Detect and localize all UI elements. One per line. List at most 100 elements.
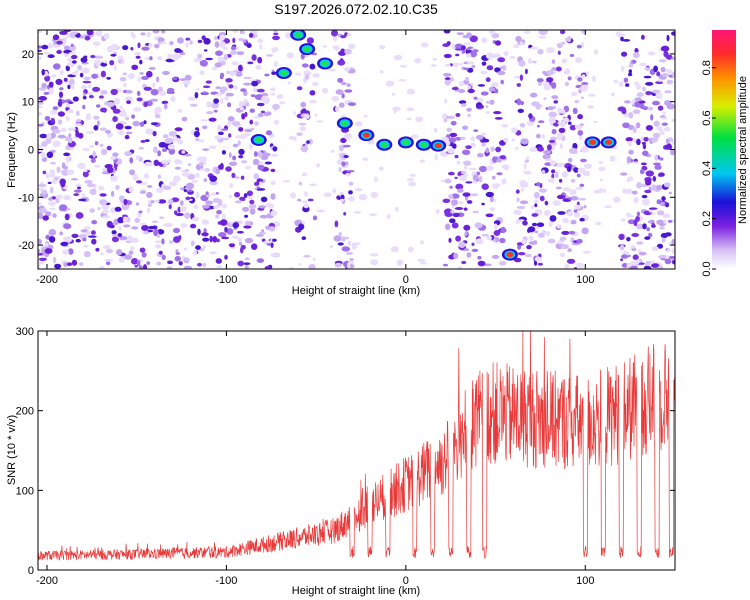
spectrogram-cell bbox=[455, 113, 461, 117]
spectrogram-cell bbox=[472, 174, 479, 181]
spectrogram-cell bbox=[115, 123, 124, 130]
spectrogram-cell bbox=[309, 183, 317, 187]
spectrogram-cell bbox=[131, 64, 139, 71]
spectrogram-cell bbox=[448, 171, 455, 176]
spectrogram-cell bbox=[432, 57, 437, 61]
spectrogram-cell bbox=[654, 164, 662, 170]
spectrogram-cell bbox=[143, 264, 147, 269]
spectrogram-cell bbox=[224, 95, 229, 101]
spectrogram-cell bbox=[557, 211, 566, 215]
spectrogram-cell bbox=[163, 185, 172, 190]
spectrogram-cell bbox=[561, 171, 569, 178]
spectrogram-cell bbox=[202, 245, 207, 249]
spectrogram-cell bbox=[231, 172, 236, 178]
spectrogram-cell bbox=[298, 223, 305, 231]
spectrogram-cell bbox=[569, 189, 577, 196]
spectrogram-cell bbox=[331, 30, 338, 37]
spectrogram-cell bbox=[470, 136, 475, 142]
spectrogram-cell bbox=[146, 207, 151, 214]
spectrogram-cell bbox=[185, 182, 195, 190]
spectrogram-cell bbox=[651, 246, 659, 252]
spectrogram-cell bbox=[96, 120, 100, 127]
spectrogram-cell bbox=[621, 254, 628, 259]
spectrogram-cell bbox=[657, 79, 663, 82]
spectrogram-cell bbox=[466, 200, 473, 204]
spectrogram-cell bbox=[225, 78, 233, 83]
spectrogram-cell bbox=[672, 71, 675, 78]
spectrogram-cell bbox=[285, 32, 292, 39]
spectrogram-cell bbox=[609, 155, 616, 162]
spectrogram-cell bbox=[248, 203, 257, 210]
spectrogram-cell bbox=[627, 140, 632, 147]
spectrogram-cell bbox=[337, 77, 344, 83]
spectrogram-cell bbox=[663, 50, 669, 58]
spectrogram-cell bbox=[465, 181, 473, 184]
spectrogram-cell bbox=[626, 156, 632, 164]
spectrogram-cell bbox=[181, 116, 188, 122]
spectrogram-cell bbox=[395, 206, 399, 212]
spectrogram-cell bbox=[213, 204, 221, 209]
spectrogram-cell bbox=[553, 100, 559, 104]
spectrogram-cell bbox=[558, 178, 563, 183]
spectrogram-cell bbox=[519, 74, 524, 81]
spectrogram-cell bbox=[599, 187, 603, 194]
spectrogram-cell bbox=[112, 236, 118, 242]
spectrogram-cell bbox=[567, 76, 572, 81]
spectrogram-cell bbox=[91, 73, 98, 79]
spectrogram-cell bbox=[94, 141, 99, 146]
spectrogram-cell bbox=[57, 111, 65, 117]
spectrogram-cell bbox=[105, 248, 114, 254]
spectrogram-cell bbox=[156, 261, 162, 266]
spectrogram-cell bbox=[568, 157, 573, 163]
spectrogram-cell bbox=[99, 199, 108, 206]
spectrogram-cell bbox=[559, 236, 567, 241]
spectrogram-cell bbox=[406, 178, 414, 182]
spectrogram-x-tick-label: -100 bbox=[215, 274, 237, 286]
spectrogram-y-ticks: -20 -10 0 10 20 bbox=[18, 49, 675, 252]
spectrogram-cell bbox=[242, 39, 247, 43]
spectrogram-cell bbox=[99, 265, 105, 269]
spectrogram-cell bbox=[103, 33, 110, 40]
spectrogram-cell bbox=[420, 240, 424, 245]
spectrogram-cell bbox=[538, 35, 547, 39]
spectrogram-cell bbox=[407, 246, 414, 253]
spectrogram-cell bbox=[301, 236, 307, 241]
spectrogram-cell bbox=[154, 43, 160, 49]
spectrogram-cell bbox=[347, 240, 352, 246]
spectrogram-cell bbox=[248, 143, 254, 150]
spectrogram-cell bbox=[647, 106, 654, 111]
spectrogram-cell bbox=[661, 117, 668, 120]
spectrogram-cell bbox=[213, 98, 220, 104]
snr-y-tick-label: 200 bbox=[16, 406, 34, 418]
spectrogram-cell bbox=[181, 150, 186, 154]
snr-series-line bbox=[38, 331, 675, 561]
spectrogram-cell bbox=[63, 195, 72, 201]
spectrogram-cell bbox=[448, 115, 455, 120]
spectrogram-cell bbox=[139, 59, 143, 65]
spectrogram-cell bbox=[393, 108, 397, 114]
spectrogram-cell bbox=[238, 155, 244, 159]
spectrogram-cell bbox=[348, 43, 356, 49]
spectrogram-cell bbox=[130, 246, 135, 251]
spectrogram-cell bbox=[543, 97, 547, 100]
spectrogram-cell bbox=[588, 93, 596, 97]
spectrogram-cell bbox=[379, 70, 384, 74]
spectrogram-cell bbox=[144, 230, 149, 235]
spectrogram-cell bbox=[261, 229, 265, 233]
spectrogram-cell bbox=[316, 120, 324, 123]
spectrogram-cell bbox=[568, 197, 573, 200]
spectrogram-y-axis-label: Frequency (Hz) bbox=[6, 112, 18, 188]
spectrogram-cell bbox=[522, 220, 528, 226]
spectrogram-cell bbox=[82, 147, 91, 152]
spectrogram-cell bbox=[272, 35, 280, 41]
spectrogram-cell bbox=[473, 96, 478, 100]
spectrogram-cell bbox=[662, 111, 666, 115]
spectrogram-cell bbox=[264, 265, 271, 269]
spectrogram-cell bbox=[52, 129, 61, 134]
spectrogram-cell bbox=[463, 173, 468, 177]
spectrogram-cell bbox=[249, 119, 253, 125]
spectrogram-cell bbox=[523, 170, 532, 175]
spectrogram-cell bbox=[666, 138, 670, 145]
spectrogram-cell bbox=[121, 203, 130, 211]
spectrogram-cell bbox=[211, 66, 218, 71]
